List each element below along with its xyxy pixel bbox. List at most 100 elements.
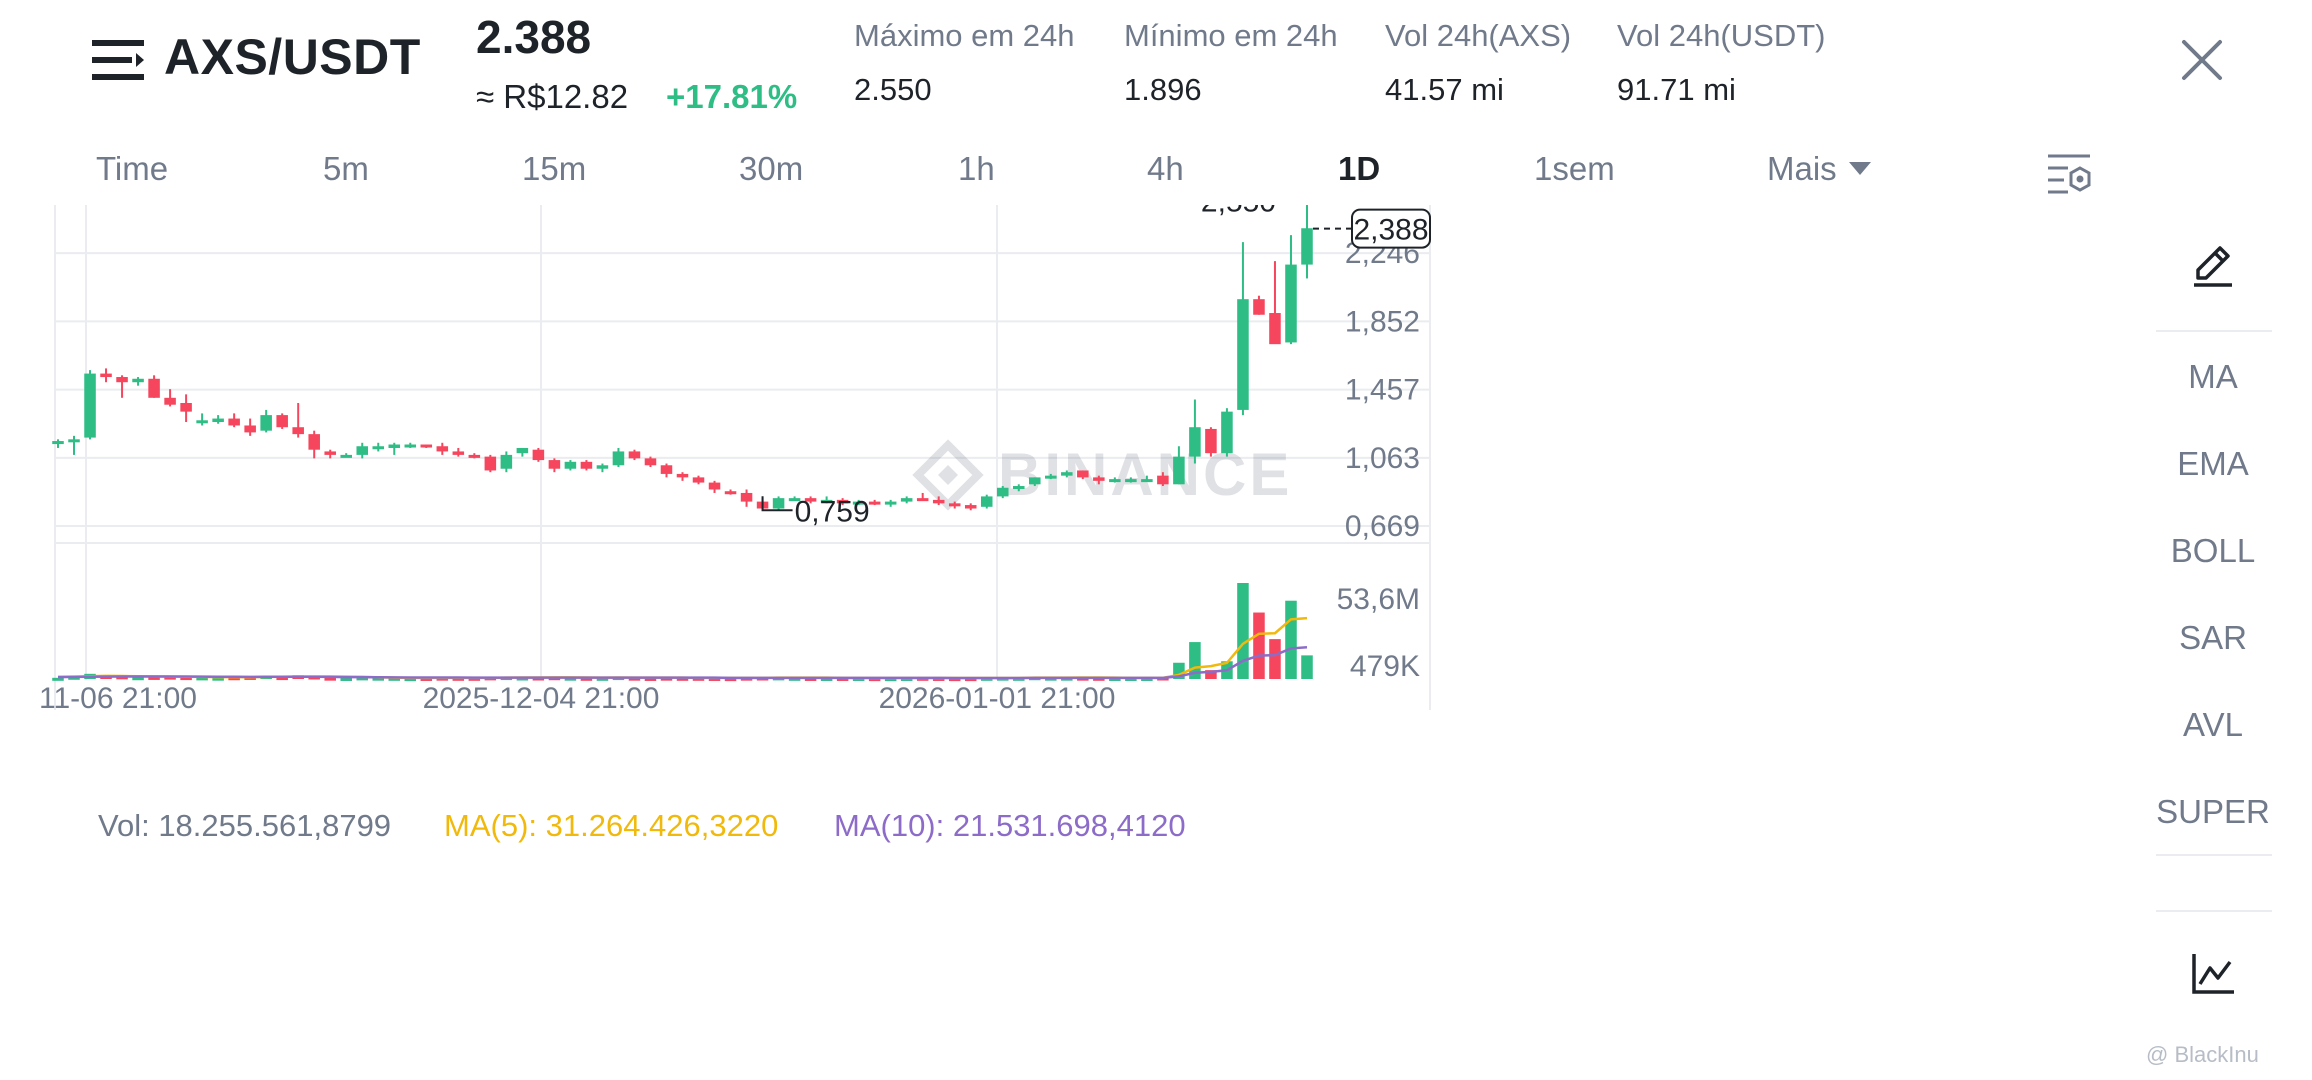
vol-legend-ma5: MA(5): 31.264.426,3220 [444,808,778,843]
candle-body [500,454,513,469]
candle-body [1253,299,1265,315]
tab-1h[interactable]: 1h [958,150,995,187]
volume-bar [324,677,336,681]
candle-body [692,477,705,483]
time-axis-label: 2025-12-04 21:00 [423,682,660,715]
candle-body [388,444,401,448]
tool-ema[interactable]: EMA [2177,445,2249,482]
tab-1sem[interactable]: 1sem [1534,150,1615,187]
volume-bar [1061,677,1073,681]
tab-1d[interactable]: 1D [1338,150,1381,187]
volume-bar [948,678,961,682]
candle-body [420,444,433,448]
tab-more[interactable]: Mais [1767,150,1871,188]
stat-vol-usdt: Vol 24h(USDT) 91.71 mi [1617,18,1825,108]
tool-avl[interactable]: AVL [2183,706,2243,743]
volume-bar [164,676,176,680]
volume-ma5-line [57,616,1308,680]
candle-body [404,444,417,448]
candle-body [900,498,913,502]
tab-time[interactable]: Time [96,150,169,187]
volume-bar [148,676,160,680]
candle-body [148,378,160,398]
candle-body [1157,475,1169,485]
low-marker-line [761,496,793,512]
stat-high-24h: Máximo em 24h 2.550 [854,18,1075,108]
watermark-text: BINANCE [998,441,1292,508]
menu-icon[interactable] [92,36,144,84]
user-watermark-text: @ BlackInu [2146,1042,2259,1067]
candle-body [1237,299,1249,410]
tab-4h[interactable]: 4h [1147,150,1184,187]
candle-body [1029,477,1041,485]
pencil-icon[interactable] [2190,242,2236,288]
candle-body [1109,479,1121,483]
tab-30m[interactable]: 30m [739,150,804,187]
candle-body [772,498,785,509]
volume-bar [788,677,801,681]
candle-body [996,487,1009,497]
volume-bar [212,677,224,681]
tab-15m[interactable]: 15m [522,150,587,187]
volume-bar [420,677,433,681]
close-icon[interactable] [2178,36,2226,84]
toolbar-divider [2156,330,2272,332]
indicator-chart-icon[interactable] [2190,950,2236,996]
caret-down-icon [1848,161,1871,175]
price-markers: 2,550 0,759 2,388 [761,205,1431,528]
tool-boll[interactable]: BOLL [2170,532,2256,569]
volume-bar [132,677,144,681]
stat-value: 2.550 [854,72,932,107]
candle-body [116,377,128,383]
volume-bar [1205,670,1217,679]
time-axis-label: 2026-01-01 21:00 [879,682,1116,715]
timeframe-tabs: Time 5m 15m 30m 1h 4h 1D 1sem Mais [0,150,2140,198]
candle-body [1045,475,1057,479]
volume-bar [276,677,288,681]
volume-bar [1093,677,1105,681]
volume-bar [916,677,929,681]
volume-bar [436,677,449,681]
time-axis-label: 11-06 21:00 [39,682,197,715]
chart-settings-icon[interactable] [2046,150,2092,196]
stat-value: 41.57 mi [1385,72,1504,107]
volume-bar [740,677,753,681]
candle-body [516,447,529,454]
volume-bar [1141,677,1153,681]
tool-super[interactable]: SUPER [2156,793,2270,830]
candle-body [324,451,336,455]
volume-bar [452,677,465,681]
candle-body [788,498,801,502]
user-watermark: @ BlackInu [2146,1042,2259,1068]
candle-body [980,496,993,507]
volume-bar [628,677,641,681]
volume-bar [404,678,417,682]
volume-bar [1269,639,1281,679]
candle-body [1205,428,1217,454]
candle-body [292,427,304,435]
candle-body [1269,313,1281,345]
tab-more-label: Mais [1767,150,1837,187]
stat-vol-axs: Vol 24h(AXS) 41.57 mi [1385,18,1571,108]
volume-bar [900,677,913,681]
candle-body [132,378,144,383]
candle-body [580,461,593,469]
candle-body [100,373,112,378]
volume-bar [676,677,689,681]
pair-title[interactable]: AXS/USDT [164,29,421,85]
candle-body [660,465,673,474]
candle-body [564,461,577,469]
tab-5m[interactable]: 5m [323,150,369,187]
candle-body [628,451,641,459]
volume-bar [644,677,657,681]
candle-body [740,492,753,502]
volume-bar [692,677,705,681]
candle-body [612,451,625,466]
tool-sar[interactable]: SAR [2179,619,2247,656]
volume-bar [340,677,352,681]
tool-ma[interactable]: MA [2188,358,2238,395]
volume-bar [836,677,849,681]
brl-price: ≈ R$12.82 [476,78,629,115]
